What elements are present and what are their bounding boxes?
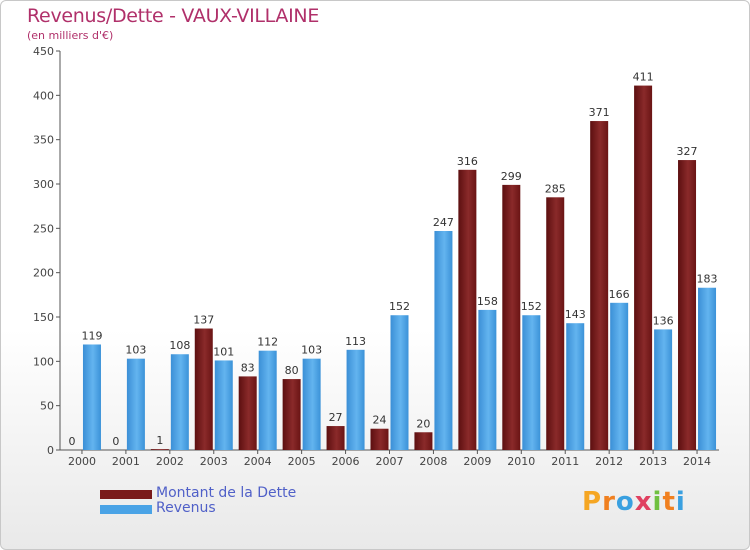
bar-revenue — [610, 302, 629, 450]
x-tick-label: 2006 — [332, 455, 360, 468]
data-label-revenue: 103 — [301, 344, 322, 357]
bar-debt — [590, 121, 609, 451]
bar-revenue — [214, 360, 233, 450]
chart-subtitle: (en milliers d'€) — [27, 29, 114, 42]
bar-revenue — [390, 315, 409, 450]
y-tick-label: 0 — [47, 444, 54, 457]
data-label-revenue: 183 — [697, 273, 718, 286]
chart-title: Revenus/Dette - VAUX-VILLAINE — [27, 5, 320, 27]
x-tick-label: 2004 — [244, 455, 272, 468]
x-tick-label: 2011 — [551, 455, 579, 468]
data-label-debt: 1 — [156, 434, 163, 447]
bar-debt — [414, 432, 433, 450]
bar-revenue — [258, 350, 277, 450]
data-label-revenue: 166 — [609, 288, 630, 301]
bar-revenue — [126, 358, 145, 450]
y-tick-label: 200 — [33, 267, 54, 280]
x-tick-label: 2000 — [68, 455, 96, 468]
bar-revenue — [170, 354, 189, 450]
data-label-debt: 24 — [373, 414, 387, 427]
y-tick-label: 450 — [33, 45, 54, 58]
bar-revenue — [302, 358, 321, 450]
logo-letter: o — [615, 487, 635, 517]
x-tick-label: 2001 — [112, 455, 140, 468]
x-tick-label: 2008 — [419, 455, 447, 468]
data-label-revenue: 119 — [81, 329, 102, 342]
bar-debt — [458, 169, 477, 450]
x-tick-label: 2013 — [639, 455, 667, 468]
legend-swatch-debt — [100, 490, 152, 499]
bar-revenue — [478, 309, 497, 450]
y-tick-label: 250 — [33, 222, 54, 235]
data-label-debt: 327 — [677, 145, 698, 158]
data-label-debt: 137 — [193, 314, 214, 327]
data-label-revenue: 152 — [389, 300, 410, 313]
bar-revenue — [522, 315, 541, 450]
x-tick-label: 2010 — [507, 455, 535, 468]
logo-letter: i — [675, 487, 686, 517]
data-label-debt: 411 — [633, 71, 654, 84]
bar-debt — [546, 197, 565, 450]
bar-debt — [150, 449, 169, 450]
data-label-revenue: 103 — [125, 344, 146, 357]
legend-swatch-revenue — [100, 505, 152, 514]
data-label-revenue: 108 — [169, 339, 190, 352]
bar-debt — [370, 428, 389, 450]
data-label-debt: 27 — [329, 411, 343, 424]
x-tick-label: 2003 — [200, 455, 228, 468]
x-tick-label: 2002 — [156, 455, 184, 468]
data-label-revenue: 113 — [345, 335, 366, 348]
data-label-debt: 371 — [589, 106, 610, 119]
bar-debt — [282, 379, 301, 450]
legend-label-revenue: Revenus — [156, 500, 216, 516]
bar-revenue — [566, 323, 585, 450]
data-label-debt: 83 — [241, 361, 255, 374]
data-label-revenue: 112 — [257, 336, 278, 349]
x-tick-label: 2014 — [683, 455, 711, 468]
data-label-revenue: 143 — [565, 308, 586, 321]
data-label-debt: 0 — [112, 435, 119, 448]
bar-revenue — [698, 287, 717, 450]
bar-revenue — [434, 230, 453, 450]
logo-letter: r — [602, 487, 616, 517]
x-tick-label: 2007 — [376, 455, 404, 468]
logo-letter: i — [652, 487, 663, 517]
y-tick-label: 350 — [33, 134, 54, 147]
data-label-debt: 299 — [501, 170, 522, 183]
bar-debt — [502, 184, 521, 451]
data-label-revenue: 247 — [433, 216, 454, 229]
data-label-revenue: 152 — [521, 300, 542, 313]
data-label-revenue: 101 — [213, 345, 234, 358]
logo-letter: x — [634, 487, 653, 517]
bar-debt — [678, 160, 697, 450]
y-tick-label: 100 — [33, 355, 54, 368]
y-tick-label: 150 — [33, 311, 54, 324]
data-label-debt: 0 — [68, 435, 75, 448]
bar-debt — [326, 426, 345, 450]
proxiti-logo: Proxiti — [582, 487, 686, 517]
bar-debt — [194, 328, 213, 450]
data-label-debt: 316 — [457, 155, 478, 168]
data-label-debt: 80 — [285, 364, 299, 377]
bar-revenue — [82, 344, 101, 450]
data-label-debt: 285 — [545, 182, 566, 195]
legend-label-debt: Montant de la Dette — [156, 485, 297, 501]
bar-debt — [634, 85, 653, 450]
logo-letter: P — [582, 487, 603, 517]
data-label-debt: 20 — [416, 417, 430, 430]
y-tick-label: 400 — [33, 89, 54, 102]
bar-revenue — [654, 329, 673, 450]
data-label-revenue: 158 — [477, 295, 498, 308]
y-tick-label: 50 — [40, 400, 54, 413]
x-tick-label: 2009 — [463, 455, 491, 468]
bar-debt — [238, 376, 257, 450]
bar-revenue — [346, 349, 365, 450]
x-tick-label: 2012 — [595, 455, 623, 468]
y-tick-label: 300 — [33, 178, 54, 191]
logo-letter: t — [662, 487, 676, 517]
data-label-revenue: 136 — [653, 314, 674, 327]
x-tick-label: 2005 — [288, 455, 316, 468]
